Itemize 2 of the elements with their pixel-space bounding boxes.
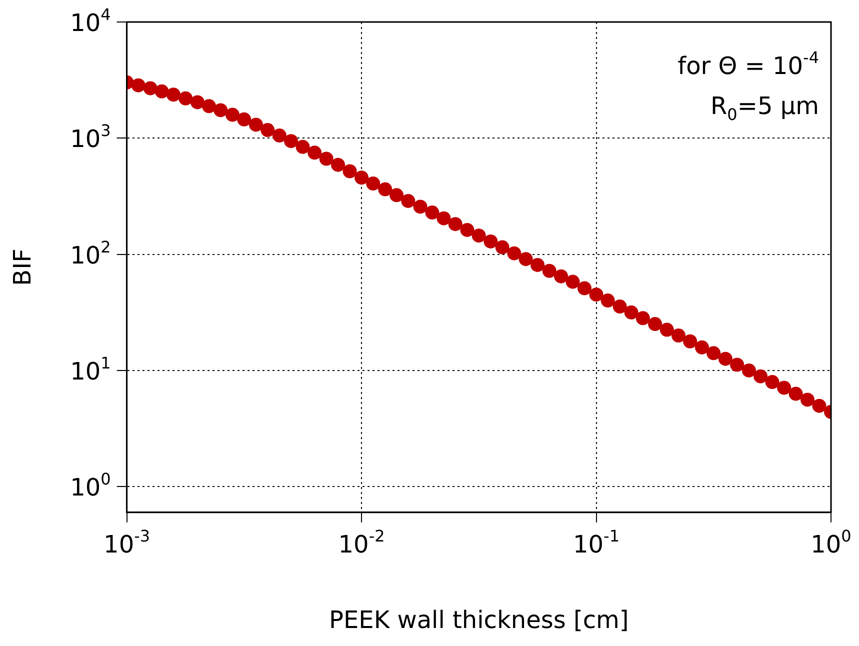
y-axis-title: BIF [8,248,37,286]
x-axis-title: PEEK wall thickness [cm] [329,606,629,634]
